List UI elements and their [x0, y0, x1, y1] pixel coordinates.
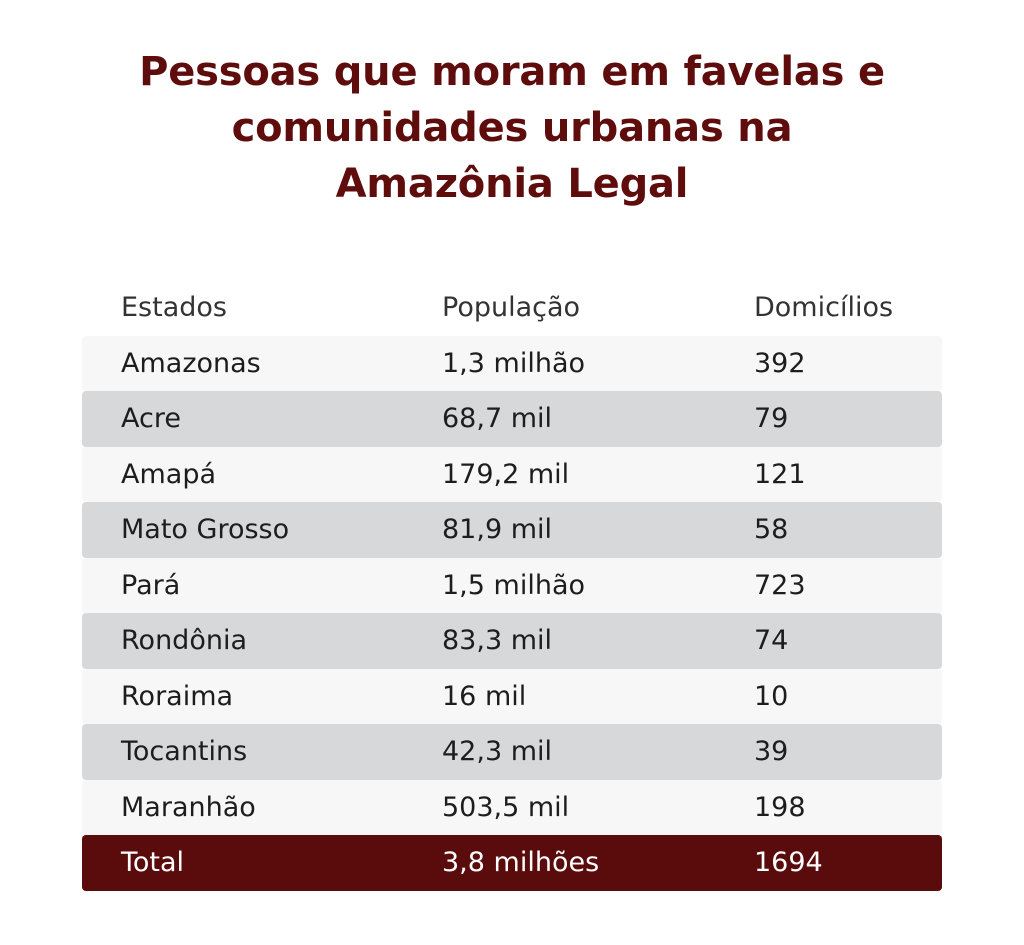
domicilios-cell: 79: [754, 403, 789, 435]
domicilios-cell: 198: [754, 791, 806, 823]
table-row: Maranhão 503,5 mil 198: [82, 779, 942, 835]
table-row: Roraima 16 mil 10: [82, 668, 942, 724]
estado-cell: Tocantins: [121, 736, 248, 768]
estado-cell: Maranhão: [121, 791, 256, 823]
table-total-row: Total 3,8 milhões 1694: [82, 835, 942, 891]
domicilios-cell: 58: [754, 514, 789, 546]
domicilios-cell: 121: [754, 458, 806, 490]
populacao-cell: 81,9 mil: [442, 514, 553, 546]
total-populacao: 3,8 milhões: [442, 847, 600, 879]
total-label: Total: [121, 847, 185, 879]
estado-cell: Pará: [121, 569, 181, 601]
populacao-cell: 1,3 milhão: [442, 347, 586, 379]
populacao-cell: 1,5 milhão: [442, 569, 586, 601]
estado-cell: Acre: [121, 403, 181, 435]
table-body: Amazonas 1,3 milhão 392 Acre 68,7 mil 79 Amapá…: [82, 335, 942, 835]
estado-cell: Amazonas: [121, 347, 261, 379]
column-header-estados: Estados: [121, 292, 227, 324]
page-title: Pessoas que moram em favelas e comunidad…: [0, 44, 1024, 212]
populacao-cell: 503,5 mil: [442, 791, 570, 823]
domicilios-cell: 723: [754, 569, 806, 601]
estado-cell: Amapá: [121, 458, 217, 490]
populacao-cell: 83,3 mil: [442, 625, 553, 657]
populacao-cell: 16 mil: [442, 680, 527, 712]
populacao-cell: 42,3 mil: [442, 736, 553, 768]
estado-cell: Roraima: [121, 680, 234, 712]
domicilios-cell: 39: [754, 736, 789, 768]
total-domicilios: 1694: [754, 847, 823, 879]
title-line-1: Pessoas que moram em favelas e: [139, 49, 885, 95]
populacao-cell: 68,7 mil: [442, 403, 553, 435]
table-row: Acre 68,7 mil 79: [82, 391, 942, 447]
domicilios-cell: 10: [754, 680, 789, 712]
table-row: Pará 1,5 milhão 723: [82, 557, 942, 613]
title-line-3: Amazônia Legal: [335, 161, 689, 207]
domicilios-cell: 392: [754, 347, 806, 379]
domicilios-cell: 74: [754, 625, 789, 657]
populacao-cell: 179,2 mil: [442, 458, 570, 490]
table-row: Tocantins 42,3 mil 39: [82, 724, 942, 780]
estado-cell: Mato Grosso: [121, 514, 290, 546]
table-header-row: Estados População Domicílios: [82, 280, 942, 336]
title-line-2: comunidades urbanas na: [231, 105, 793, 151]
column-header-populacao: População: [442, 292, 581, 324]
table-row: Rondônia 83,3 mil 74: [82, 613, 942, 669]
data-table: Estados População Domicílios Amazonas 1,3…: [82, 280, 942, 891]
estado-cell: Rondônia: [121, 625, 247, 657]
table-row: Mato Grosso 81,9 mil 58: [82, 502, 942, 558]
table-row: Amapá 179,2 mil 121: [82, 446, 942, 502]
column-header-domicilios: Domicílios: [754, 292, 894, 324]
table-row: Amazonas 1,3 milhão 392: [82, 335, 942, 391]
